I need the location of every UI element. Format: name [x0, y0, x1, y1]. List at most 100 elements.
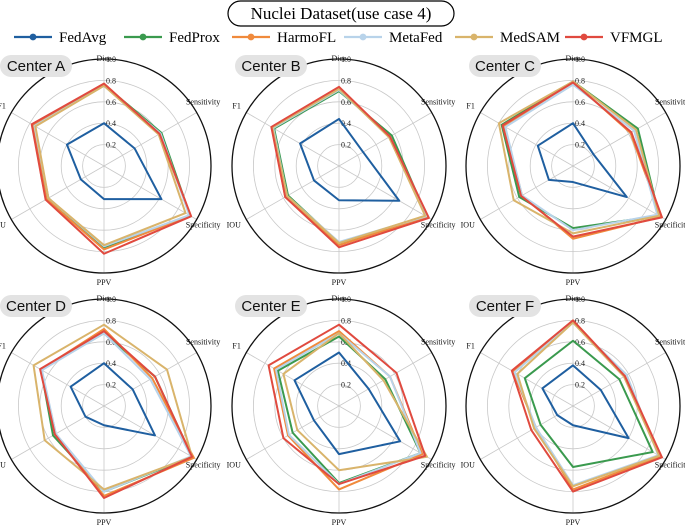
outer-ring	[465, 298, 681, 514]
outer-ring	[0, 58, 212, 274]
center-label-text: Center E	[241, 298, 300, 315]
axis-label-ppv: PPV	[566, 518, 581, 526]
legend-item-medsam: MedSAM	[455, 30, 560, 46]
grid-spoke	[103, 165, 197, 220]
radial-tick-label: 1.0	[341, 295, 351, 304]
grid-spoke	[246, 112, 340, 167]
outer-ring	[231, 298, 447, 514]
legend-label: FedAvg	[59, 30, 107, 46]
axis-label-iou: IOU	[461, 221, 475, 230]
axis-label-ppv: PPV	[97, 278, 112, 287]
radial-tick-label: 0.8	[341, 316, 351, 325]
series-medsam	[32, 323, 194, 491]
series-fedavg	[536, 122, 628, 199]
series-metafed	[504, 83, 659, 232]
radial-tick-label: 0.4	[575, 359, 585, 368]
axis-label-dice: Dice	[565, 294, 581, 303]
center-label: Center E	[235, 295, 307, 317]
series-vfmgl	[510, 319, 663, 493]
center-label: Center B	[235, 55, 307, 77]
legend-swatch-marker	[139, 33, 147, 41]
grid-spoke	[338, 405, 432, 460]
outer-ring	[465, 58, 681, 274]
grid-spoke	[338, 165, 432, 220]
series-fedavg	[293, 351, 402, 456]
grid-spoke	[480, 352, 574, 407]
title-box	[227, 0, 455, 27]
center-label-text: Center B	[241, 58, 300, 75]
axis-label-f1: F1	[232, 102, 240, 111]
center-label: Center D	[0, 295, 72, 317]
series-medsam	[282, 332, 429, 472]
legend-swatch-marker	[247, 33, 255, 41]
legend-label: FedProx	[169, 30, 220, 46]
grid-spoke	[11, 112, 105, 167]
series-fedavg	[65, 122, 163, 201]
grid-spoke	[246, 352, 340, 407]
axis-label-specificity: Specificity	[186, 461, 221, 470]
radial-tick-label: 0.2	[575, 141, 585, 150]
series-vfmgl	[270, 85, 430, 249]
series-fedavg	[69, 362, 156, 437]
axis-label-iou: IOU	[461, 461, 475, 470]
grid-spoke	[11, 352, 105, 407]
axis-label-dice: Dice	[96, 294, 112, 303]
center-label-pill	[0, 55, 72, 77]
radial-tick-label: 1.0	[106, 55, 116, 64]
radial-tick-label: 0.2	[341, 141, 351, 150]
series-medsam	[497, 80, 661, 235]
legend-label: MetaFed	[389, 30, 443, 46]
grid-spoke	[572, 405, 666, 460]
legend-label: VFMGL	[610, 30, 663, 46]
axis-label-sensitivity: Sensitivity	[421, 338, 455, 347]
grid-spoke	[572, 165, 666, 220]
outer-ring	[0, 298, 212, 514]
center-label: Center C	[469, 55, 541, 77]
radial-tick-label: 0.2	[106, 141, 116, 150]
legend-label: MedSAM	[500, 30, 560, 46]
grid-spoke	[338, 112, 432, 167]
radial-tick-label: 0.6	[575, 98, 585, 107]
grid-spoke	[480, 165, 574, 220]
panel-center-e: 0.20.40.60.81.0DiceSensitivitySpecificit…	[227, 294, 456, 526]
axis-label-f1: F1	[466, 102, 474, 111]
series-vfmgl	[267, 323, 427, 486]
radial-tick-label: 0.8	[106, 316, 116, 325]
grid-spoke	[11, 165, 105, 220]
grid-spoke	[572, 112, 666, 167]
series-medsam	[34, 84, 187, 247]
radial-tick-label: 0.4	[106, 359, 116, 368]
center-label-text: Center D	[6, 298, 66, 315]
radial-tick-label: 0.4	[575, 119, 585, 128]
series-fedprox	[500, 80, 661, 230]
axis-label-f1: F1	[232, 342, 240, 351]
axis-label-dice: Dice	[331, 294, 347, 303]
axis-label-iou: IOU	[0, 221, 6, 230]
axis-label-sensitivity: Sensitivity	[186, 98, 220, 107]
axis-label-specificity: Specificity	[421, 461, 456, 470]
axis-label-specificity: Specificity	[655, 461, 685, 470]
axis-label-sensitivity: Sensitivity	[655, 98, 685, 107]
series-metafed	[33, 84, 191, 248]
legend-swatch-marker	[29, 33, 37, 41]
radial-tick-label: 1.0	[106, 295, 116, 304]
center-label-text: Center F	[476, 298, 534, 315]
axis-label-f1: F1	[0, 102, 6, 111]
series-vfmgl	[39, 330, 194, 500]
radial-tick-label: 0.6	[106, 338, 116, 347]
radial-tick-label: 0.4	[341, 359, 351, 368]
axis-label-iou: IOU	[227, 221, 241, 230]
radial-tick-label: 1.0	[575, 55, 585, 64]
axis-label-f1: F1	[0, 342, 6, 351]
center-label: Center F	[469, 295, 541, 317]
radial-tick-label: 1.0	[575, 295, 585, 304]
radial-tick-label: 0.6	[341, 98, 351, 107]
series-metafed	[40, 332, 193, 493]
axis-label-sensitivity: Sensitivity	[186, 338, 220, 347]
grid-spoke	[11, 405, 105, 460]
panels: 0.20.40.60.81.0DiceSensitivitySpecificit…	[0, 54, 685, 526]
series-harmofl	[503, 80, 663, 240]
radial-tick-label: 0.4	[106, 119, 116, 128]
